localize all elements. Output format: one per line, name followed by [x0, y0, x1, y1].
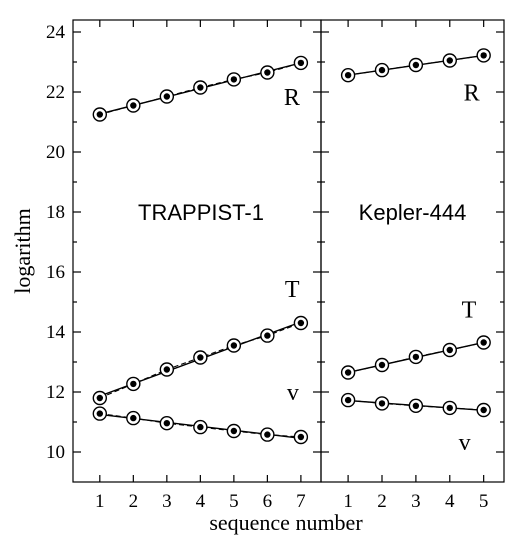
axis-ticks — [73, 20, 504, 482]
chart-text: R Tv TRAPPIST-1 R Tv Kepler-444 sequence numbe… — [10, 80, 480, 535]
panel-frames — [72, 19, 505, 483]
point-dot-R — [163, 93, 171, 100]
point-dot-v — [163, 420, 171, 427]
point-dot-T — [412, 353, 420, 361]
panel-frame-2 — [320, 19, 505, 483]
data-points — [92, 48, 491, 445]
point-dot-v — [378, 400, 386, 407]
series-label-T: T — [462, 298, 477, 324]
point-dot-R — [480, 52, 487, 59]
data-line-T — [347, 341, 484, 374]
point-dot-T — [230, 342, 238, 349]
point-dot-R — [130, 102, 137, 109]
point-dot-v — [480, 406, 487, 414]
x-tick-label: 5 — [229, 491, 239, 512]
point-dot-v — [264, 431, 271, 438]
point-dot-R — [446, 57, 453, 64]
panel-title-1: TRAPPIST-1 — [138, 200, 264, 225]
point-dot-T — [446, 346, 453, 354]
series-label-v: v — [459, 430, 471, 456]
point-dot-R — [344, 72, 352, 79]
point-dot-R — [96, 111, 104, 118]
x-tick-label: 3 — [162, 491, 172, 512]
series-label-v: v — [287, 380, 299, 406]
point-dot-v — [230, 427, 238, 435]
panel-title-2: Kepler-444 — [359, 200, 467, 225]
point-dot-T — [96, 394, 104, 402]
y-tick-label: 22 — [46, 82, 65, 103]
x-tick-label: 3 — [411, 491, 421, 512]
series-label-R: R — [464, 80, 480, 106]
y-axis-label: logarithm — [10, 208, 35, 294]
x-tick-label: 1 — [343, 491, 353, 512]
x-tick-label: 1 — [95, 491, 105, 512]
point-dot-T — [344, 369, 352, 376]
x-tick-label: 4 — [196, 491, 206, 512]
x-tick-label: 5 — [479, 491, 489, 512]
y-tick-label: 24 — [46, 22, 66, 43]
point-dot-T — [297, 319, 305, 327]
x-tick-label: 4 — [445, 491, 455, 512]
x-tick-label: 2 — [377, 491, 387, 512]
point-dot-T — [378, 361, 386, 369]
point-dot-v — [130, 414, 137, 422]
x-tick-label: 2 — [129, 491, 139, 512]
point-dot-v — [446, 404, 453, 412]
point-dot-T — [264, 332, 271, 339]
point-dot-T — [130, 380, 137, 388]
y-tick-label: 18 — [46, 202, 65, 223]
series-label-T: T — [285, 277, 300, 303]
series-label-R: R — [284, 85, 300, 111]
y-tick-label: 16 — [46, 262, 65, 283]
point-dot-T — [480, 339, 487, 346]
point-dot-v — [297, 433, 305, 441]
point-dot-R — [230, 76, 238, 83]
point-dot-R — [378, 66, 386, 74]
point-dot-R — [264, 69, 271, 76]
y-tick-label: 20 — [46, 142, 65, 163]
point-dot-v — [344, 396, 352, 404]
point-dot-v — [197, 423, 204, 431]
y-tick-label: 12 — [46, 382, 65, 403]
y-tick-label: 14 — [46, 322, 66, 343]
point-dot-v — [412, 402, 420, 409]
x-axis-label: sequence number — [209, 510, 363, 535]
y-tick-label: 10 — [46, 442, 65, 463]
x-tick-label: 7 — [296, 491, 306, 512]
point-dot-T — [197, 354, 204, 361]
point-dot-R — [197, 84, 204, 91]
point-dot-R — [297, 59, 305, 67]
point-dot-v — [96, 410, 104, 417]
point-dot-T — [163, 366, 171, 373]
x-tick-label: 6 — [263, 491, 273, 512]
point-dot-R — [412, 61, 420, 69]
